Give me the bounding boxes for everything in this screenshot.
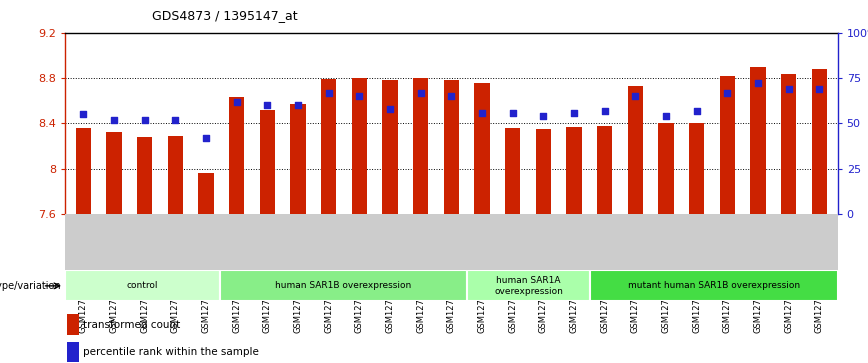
Point bbox=[536, 113, 550, 119]
Text: genotype/variation: genotype/variation bbox=[0, 281, 61, 291]
Point bbox=[199, 135, 213, 141]
Bar bbox=[383, 80, 398, 214]
Bar bbox=[168, 136, 183, 214]
Bar bbox=[352, 78, 367, 214]
Point bbox=[475, 110, 489, 115]
Bar bbox=[781, 73, 796, 214]
Bar bbox=[67, 342, 79, 362]
Point bbox=[108, 117, 122, 123]
Bar bbox=[750, 67, 766, 214]
Bar bbox=[597, 126, 612, 214]
Text: human SAR1B overexpression: human SAR1B overexpression bbox=[275, 281, 411, 290]
Bar bbox=[76, 128, 91, 214]
Point bbox=[690, 108, 704, 114]
Bar bbox=[107, 132, 122, 214]
Bar bbox=[689, 123, 704, 214]
Text: transformed count: transformed count bbox=[82, 320, 180, 330]
Text: mutant human SAR1B overexpression: mutant human SAR1B overexpression bbox=[628, 281, 800, 290]
Bar bbox=[505, 128, 520, 214]
Bar bbox=[260, 110, 275, 214]
Point bbox=[506, 110, 520, 115]
Point bbox=[720, 90, 734, 95]
Bar bbox=[229, 97, 245, 214]
Bar bbox=[321, 79, 337, 214]
Point bbox=[230, 99, 244, 105]
Bar bbox=[628, 86, 643, 214]
Bar bbox=[444, 80, 459, 214]
Point bbox=[291, 102, 305, 108]
Point bbox=[444, 93, 458, 99]
Bar bbox=[220, 270, 467, 301]
Bar bbox=[199, 173, 214, 214]
Point bbox=[138, 117, 152, 123]
Bar bbox=[474, 82, 490, 214]
Bar bbox=[536, 129, 551, 214]
Text: percentile rank within the sample: percentile rank within the sample bbox=[82, 347, 259, 356]
Bar bbox=[658, 123, 674, 214]
Bar bbox=[137, 137, 153, 214]
Point bbox=[659, 113, 673, 119]
Text: control: control bbox=[127, 281, 158, 290]
Bar bbox=[467, 270, 590, 301]
Point bbox=[598, 108, 612, 114]
Point bbox=[76, 111, 90, 117]
Bar bbox=[67, 314, 79, 335]
Bar bbox=[566, 127, 582, 214]
Bar bbox=[413, 78, 429, 214]
Point bbox=[322, 90, 336, 95]
Text: GDS4873 / 1395147_at: GDS4873 / 1395147_at bbox=[152, 9, 298, 22]
Point bbox=[781, 86, 795, 92]
Point bbox=[383, 106, 397, 112]
Point bbox=[567, 110, 581, 115]
Point bbox=[260, 102, 274, 108]
Bar bbox=[590, 270, 838, 301]
Bar bbox=[291, 104, 306, 214]
Point bbox=[168, 117, 182, 123]
Bar bbox=[812, 69, 827, 214]
Point bbox=[751, 81, 765, 86]
Text: human SAR1A
overexpression: human SAR1A overexpression bbox=[494, 276, 563, 295]
Bar bbox=[720, 76, 735, 214]
Bar bbox=[65, 270, 220, 301]
Point bbox=[352, 93, 366, 99]
Point bbox=[812, 86, 826, 92]
Point bbox=[414, 90, 428, 95]
Point bbox=[628, 93, 642, 99]
